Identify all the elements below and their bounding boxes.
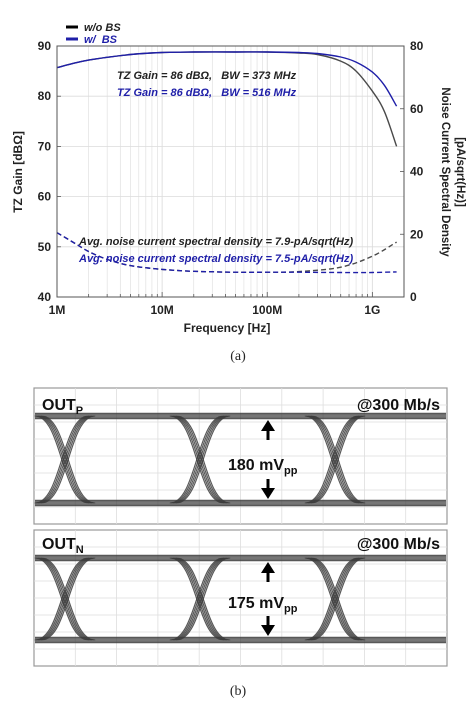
chart-gridlines <box>56 45 405 298</box>
x-tick-label: 10M <box>150 303 173 317</box>
eye-falling-edge <box>304 557 359 641</box>
eye-height-value: 175 mV <box>228 595 284 612</box>
eye-falling-edge <box>169 415 224 504</box>
y-axis-left-title: TZ Gain [dBΩ] <box>11 131 25 213</box>
arrow-head-up <box>261 420 275 431</box>
axis-ticks: 40 50 60 70 80 90 0 20 40 60 80 1M 10M 100M 1G <box>38 39 424 317</box>
annotation-noise-wo-bs: Avg. noise current spectral density = 7.… <box>78 236 353 248</box>
signal-name: OUT <box>42 536 76 553</box>
panel-label-b: (b) <box>230 684 247 699</box>
eye-falling-edge <box>307 557 363 641</box>
y-right-tick-label: 20 <box>410 227 424 241</box>
signal-subscript: P <box>76 405 83 417</box>
eye-height-arrow <box>261 562 275 636</box>
eye-falling-edge <box>41 557 96 641</box>
eye-traces <box>34 412 446 507</box>
x-tick-label: 1M <box>49 303 66 317</box>
eye-falling-edge <box>176 415 231 504</box>
svg-text:OUTP: OUTP <box>42 397 83 417</box>
gain-curve-w-bs <box>56 51 398 107</box>
eye-falling-edge <box>309 557 364 641</box>
eye-falling-edge <box>36 415 91 504</box>
data-rate-label: @300 Mb/s <box>357 397 440 414</box>
y-left-tick-label: 70 <box>38 139 52 153</box>
eye-falling-edge <box>34 415 89 504</box>
signal-subscript: N <box>76 544 84 556</box>
eye-falling-edge <box>304 415 359 504</box>
panel-label-a: (a) <box>230 349 246 364</box>
eye-falling-edge <box>172 557 228 641</box>
eye-falling-edge <box>169 557 224 641</box>
y-right-tick-label: 40 <box>410 165 424 179</box>
chart-legend: w/o BS w/ BS <box>66 22 121 46</box>
eye-signal-label: OUTP <box>42 397 83 417</box>
legend-label-wo-bs: w/o BS <box>84 22 121 34</box>
annotation-gain-w-bs: TZ Gain = 86 dBΩ, BW = 516 MHz <box>117 87 297 99</box>
eye-falling-edge <box>171 415 226 504</box>
y-right-tick-label: 0 <box>410 290 417 304</box>
eye-height-value: 180 mV <box>228 457 284 474</box>
eye-falling-edge <box>37 557 93 641</box>
eye-falling-edge <box>34 557 89 641</box>
y-right-tick-label: 80 <box>410 39 424 53</box>
eye-diagram-panel-n: OUTN @300 Mb/s 175 mVpp <box>33 529 448 667</box>
y-left-tick-label: 60 <box>38 190 52 204</box>
annotation-gain-wo-bs: TZ Gain = 86 dBΩ, BW = 373 MHz <box>117 70 297 82</box>
data-rate-label: @300 Mb/s <box>357 536 440 553</box>
tz-gain-noise-chart: 40 50 60 70 80 90 0 20 40 60 80 1M 10M 100M 1G w/o BS … <box>11 22 466 364</box>
signal-name: OUT <box>42 397 76 414</box>
eye-falling-edge <box>311 415 366 504</box>
noise-curve-w-bs <box>56 232 397 274</box>
eye-falling-edge <box>172 415 228 504</box>
eye-signal-label: OUTN <box>42 536 84 556</box>
y-left-tick-label: 40 <box>38 290 52 304</box>
y-left-tick-label: 80 <box>38 89 52 103</box>
y-left-tick-label: 90 <box>38 39 52 53</box>
svg-text:OUTN: OUTN <box>42 536 84 556</box>
eye-falling-edge <box>37 415 93 504</box>
eye-height-label: 175 mVpp <box>228 595 298 615</box>
chart-series <box>56 51 398 274</box>
eye-diagram-panel-p: OUTP @300 Mb/s 180 mVpp <box>33 387 448 525</box>
eye-falling-edge <box>36 557 91 641</box>
eye-diagram-figure: OUTP @300 Mb/s 180 mVpp OUTN @300 Mb/s 1… <box>33 387 448 699</box>
eye-falling-edge <box>174 557 229 641</box>
y-right-tick-label: 60 <box>410 102 424 116</box>
eye-height-subscript: pp <box>284 465 298 477</box>
eye-falling-edge <box>39 415 94 504</box>
x-tick-label: 100M <box>252 303 282 317</box>
eye-falling-edge <box>311 557 366 641</box>
eye-falling-edge <box>41 415 96 504</box>
eye-gridlines <box>34 530 447 666</box>
eye-falling-edge <box>309 415 364 504</box>
legend-label-w-bs: w/ BS <box>84 34 118 46</box>
eye-height-subscript: pp <box>284 603 298 615</box>
annotation-noise-w-bs: Avg. noise current spectral density = 7.… <box>78 253 353 265</box>
y-left-tick-label: 50 <box>38 240 52 254</box>
eye-falling-edge <box>39 557 94 641</box>
eye-falling-edge <box>307 415 363 504</box>
y-axis-right-title-line1: Noise Current Spectral Density <box>439 87 451 257</box>
eye-height-label: 180 mVpp <box>228 457 298 477</box>
x-axis-title: Frequency [Hz] <box>184 321 271 335</box>
eye-falling-edge <box>306 415 361 504</box>
x-tick-label: 1G <box>364 303 380 317</box>
eye-traces <box>34 554 446 644</box>
arrow-head-down <box>261 625 275 636</box>
eye-falling-edge <box>306 557 361 641</box>
eye-falling-edge <box>176 557 231 641</box>
arrow-head-down <box>261 488 275 499</box>
y-axis-right-title-line2: [pA/sqrt(Hz)] <box>454 137 466 207</box>
eye-height-arrow <box>261 420 275 499</box>
gain-curve-wo-bs <box>56 51 398 147</box>
eye-falling-edge <box>171 557 226 641</box>
eye-falling-edge <box>174 415 229 504</box>
arrow-head-up <box>261 562 275 573</box>
